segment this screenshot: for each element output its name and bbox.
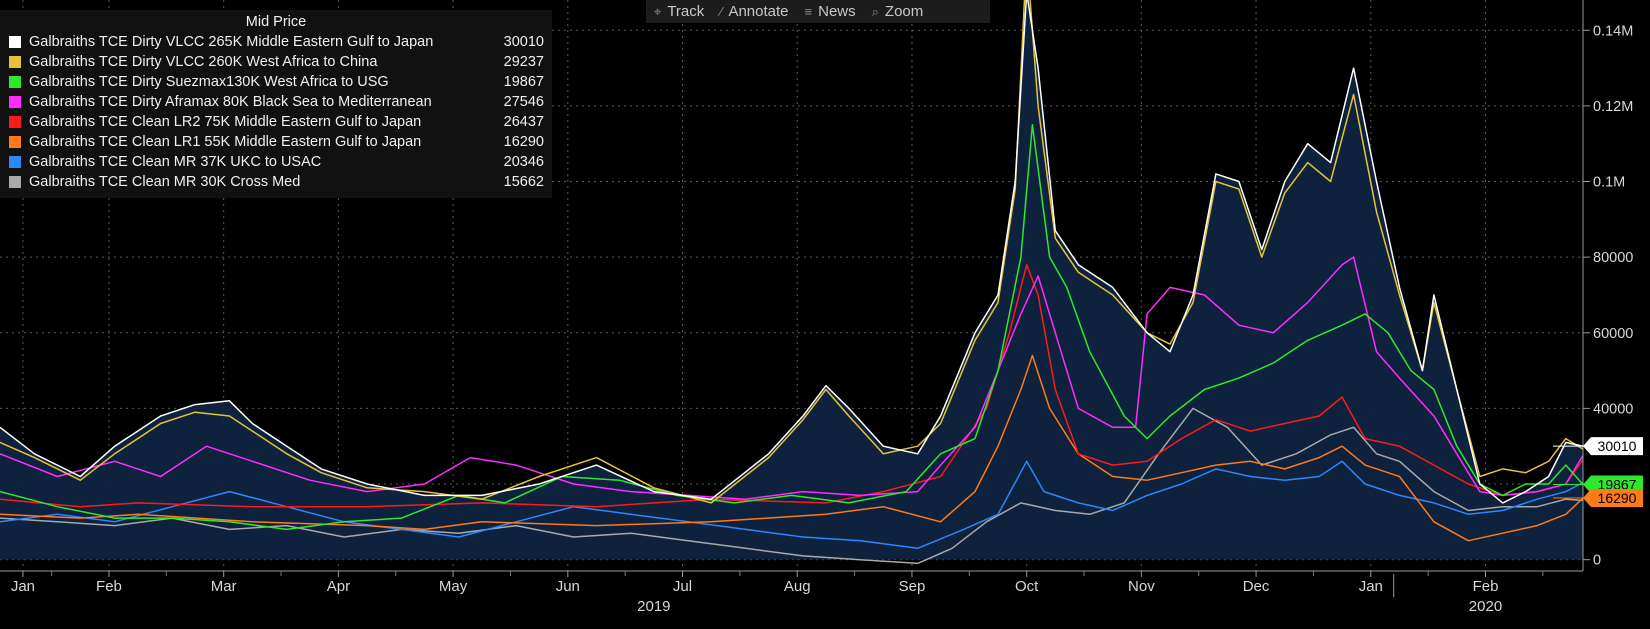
legend-label: Galbraiths TCE Dirty Suezmax130K West Af… [29,74,389,90]
end-tag-label: 30010 [1598,438,1637,454]
y-tick-label: 0.12M [1593,99,1633,115]
x-tick-label: Aug [784,578,811,595]
legend-swatch [9,56,21,68]
series-line [0,460,1583,550]
y-tick-label: 0.1M [1593,175,1625,191]
x-tick-label: May [439,578,468,595]
magnifier-icon: ⌕ [871,3,879,19]
legend-item: Galbraiths TCE Dirty Aframax 80K Black S… [0,92,552,112]
x-tick-label: Oct [1015,578,1039,595]
x-tick-label: Feb [1473,578,1499,595]
legend-label: Galbraiths TCE Clean MR 37K UKC to USAC [29,154,322,170]
legend-swatch [9,76,21,88]
legend-value: 29237 [503,54,544,70]
annotate-label: Annotate [728,3,789,20]
x-tick-label: Jun [556,578,580,595]
end-tag-label: 16290 [1598,490,1637,506]
y-tick-label: 60000 [1593,326,1633,342]
crosshair-icon: ⌖ [654,3,662,19]
legend-value: 15662 [503,174,544,190]
end-tag-box [1583,475,1643,494]
x-tick-label: Jan [11,578,35,595]
legend-swatch [9,96,21,108]
y-tick-label: 0 [1593,553,1601,569]
y-tick-label: 0.14M [1593,23,1633,39]
legend-item: Galbraiths TCE Dirty VLCC 260K West Afri… [0,52,552,72]
chart-toolbar: ⌖ Track ∕ Annotate ≡ News ⌕ Zoom [646,0,990,23]
series-line [0,256,1583,500]
series-line [0,124,1583,531]
legend-swatch [9,156,21,168]
pencil-icon: ∕ [720,4,723,19]
x-tick-label: Dec [1243,578,1270,595]
series-line [0,0,1583,504]
legend-item: Galbraiths TCE Dirty Suezmax130K West Af… [0,72,552,92]
legend-value: 16290 [503,134,544,150]
news-button[interactable]: ≡ News [797,3,864,20]
track-label: Track [667,3,705,20]
year-label: 2019 [637,598,670,615]
x-tick-label: Sep [899,578,926,595]
legend-value: 30010 [503,34,544,50]
legend-item: Galbraiths TCE Dirty VLCC 265K Middle Ea… [0,32,552,52]
plot-area [0,0,1583,565]
legend-value: 20346 [503,154,544,170]
y-tick-label: 80000 [1593,250,1633,266]
legend-value: 27546 [503,94,544,110]
series-line [0,407,1583,565]
legend-label: Galbraiths TCE Clean LR2 75K Middle East… [29,114,422,130]
year-label: 2020 [1469,598,1502,615]
track-button[interactable]: ⌖ Track [646,3,712,20]
x-tick-label: Mar [211,578,237,595]
series-area-fill [0,0,1583,560]
legend-label: Galbraiths TCE Dirty VLCC 265K Middle Ea… [29,34,434,50]
x-tick-label: Apr [327,578,350,595]
x-tick-label: Nov [1128,578,1155,595]
legend-swatch [9,136,21,148]
legend-swatch [9,116,21,128]
x-axis: Jan Feb Mar Apr May Jun Jul Aug Sep Oct Nov Dec Jan F… [0,570,1583,615]
legend-item: Galbraiths TCE Clean MR 37K UKC to USAC … [0,152,552,172]
legend-label: Galbraiths TCE Clean LR1 55K Middle East… [29,134,422,150]
legend-swatch [9,36,21,48]
series-line [0,354,1583,542]
series-line [0,0,1583,504]
legend-label: Galbraiths TCE Dirty VLCC 260K West Afri… [29,54,378,70]
end-tag-label: 19867 [1598,477,1637,493]
legend-item: Galbraiths TCE Clean LR2 75K Middle East… [0,112,552,132]
legend-value: 26437 [503,114,544,130]
legend: Mid Price Galbraiths TCE Dirty VLCC 265K… [0,10,552,198]
x-tick-label: Feb [96,578,122,595]
legend-label: Galbraiths TCE Clean MR 30K Cross Med [29,174,301,190]
end-tag-box [1583,437,1643,456]
legend-title: Mid Price [245,14,307,30]
x-tick-label: Jul [673,578,692,595]
news-icon: ≡ [804,4,813,19]
y-tick-label: 40000 [1593,401,1633,417]
legend-value: 19867 [503,74,544,90]
annotate-button[interactable]: ∕ Annotate [712,3,796,20]
end-tag-box [1583,489,1643,508]
news-label: News [818,3,856,20]
zoom-button[interactable]: ⌕ Zoom [864,3,932,20]
legend-item: Galbraiths TCE Clean MR 30K Cross Med 15… [0,172,552,192]
legend-label: Galbraiths TCE Dirty Aframax 80K Black S… [29,94,432,110]
x-tick-label: Jan [1359,578,1383,595]
legend-item: Galbraiths TCE Clean LR1 55K Middle East… [0,132,552,152]
legend-swatch [9,176,21,188]
zoom-label: Zoom [884,3,924,20]
series-line [0,263,1583,508]
